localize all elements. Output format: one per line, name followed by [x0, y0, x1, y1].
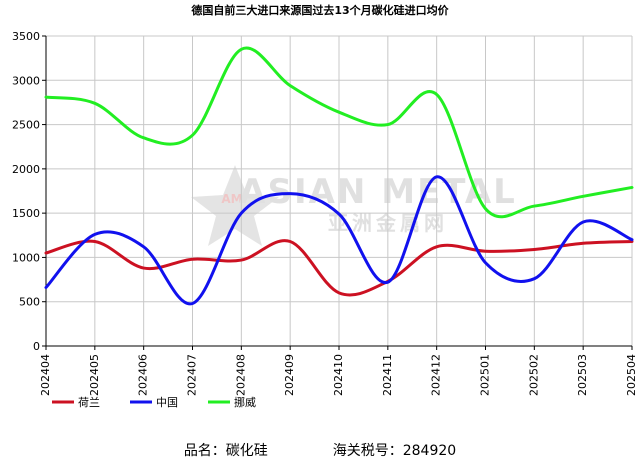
x-tick-label: 202412	[430, 354, 443, 396]
series-lines	[44, 46, 634, 306]
watermark-star-icon	[191, 165, 279, 246]
chart-title: 德国自前三大进口来源国过去13个月碳化硅进口均价	[190, 3, 449, 17]
y-tick-label: 2500	[12, 119, 40, 132]
grid	[45, 35, 633, 347]
footer: 品名：碳化硅 海关税号：284920	[0, 440, 640, 460]
x-tick-label: 202410	[332, 354, 345, 396]
tariff-code-label: 海关税号：284920	[332, 443, 457, 459]
y-tick-label: 3000	[12, 74, 40, 87]
legend-label: 挪威	[234, 395, 256, 409]
x-tick-label: 202404	[39, 354, 52, 396]
legend-label: 中国	[156, 396, 178, 409]
x-tick-label: 202407	[186, 354, 199, 396]
legend: 荷兰 中国 挪威	[52, 395, 256, 409]
x-tick-label: 202411	[381, 354, 394, 396]
y-tick-label: 3500	[12, 30, 40, 43]
watermark-logo: AM	[221, 192, 242, 206]
axes	[42, 35, 633, 350]
series-line-3	[44, 46, 634, 219]
y-tick-label: 1000	[12, 251, 40, 264]
y-tick-labels: 0 500 1000 1500 2000 2500 3000 3500	[12, 30, 40, 353]
y-tick-label: 1500	[12, 207, 40, 220]
y-tick-label: 500	[19, 296, 40, 309]
y-tick-label: 2000	[12, 163, 40, 176]
legend-label: 荷兰	[78, 396, 100, 409]
x-tick-label: 202406	[137, 354, 150, 396]
x-tick-label: 202408	[234, 354, 247, 396]
watermark-text-en: ASIAN METAL	[239, 172, 517, 212]
watermark: AM ASIAN METAL 亚洲金属网	[191, 165, 517, 246]
x-tick-label: 202501	[479, 354, 492, 396]
x-tick-labels: 202404 202405 202406 202407 202408 202409 2024…	[39, 354, 638, 396]
line-chart: 德国自前三大进口来源国过去13个月碳化硅进口均价 AM ASIAN METAL …	[12, 3, 638, 409]
x-tick-label: 202502	[527, 354, 540, 396]
x-tick-label: 202405	[88, 354, 101, 396]
x-tick-label: 202503	[576, 354, 589, 396]
product-name-label: 品名：碳化硅	[183, 443, 268, 459]
x-tick-label: 202409	[283, 354, 296, 396]
y-tick-label: 0	[33, 340, 40, 353]
x-tick-label: 202504	[625, 354, 638, 396]
